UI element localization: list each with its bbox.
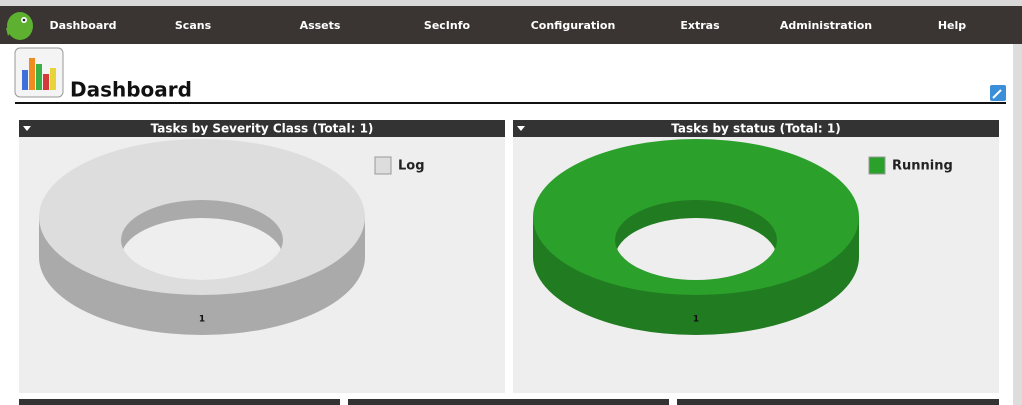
nav-item[interactable]: Help <box>938 19 966 32</box>
settings-icon[interactable] <box>990 85 1006 101</box>
dashboard-icon <box>14 47 64 98</box>
scrollbar[interactable] <box>1013 44 1022 405</box>
nav-item[interactable]: Assets <box>300 19 341 32</box>
panel-title: Tasks by Severity Class (Total: 1) <box>151 122 374 136</box>
data-label: 1 <box>199 315 205 325</box>
panel-header <box>677 399 999 405</box>
title-rule <box>15 102 1006 104</box>
collapse-toggle[interactable] <box>517 126 525 131</box>
data-label: 1 <box>693 315 699 325</box>
legend-swatch <box>374 156 392 175</box>
nav-item[interactable]: Dashboard <box>49 19 116 32</box>
panel-title: Tasks by status (Total: 1) <box>671 122 840 136</box>
legend-swatch <box>868 156 886 175</box>
legend-label: Log <box>398 159 425 174</box>
page-title: Dashboard <box>70 78 192 102</box>
nav-item[interactable]: Extras <box>680 19 720 32</box>
logo[interactable] <box>6 12 33 40</box>
collapse-toggle[interactable] <box>23 126 31 131</box>
nav-item[interactable]: Administration <box>780 19 872 32</box>
nav-item[interactable]: Configuration <box>531 19 616 32</box>
panel-header <box>19 399 340 405</box>
nav-item[interactable]: Scans <box>175 19 212 32</box>
legend-label: Running <box>892 159 953 174</box>
panel-header <box>348 399 669 405</box>
nav-item[interactable]: SecInfo <box>424 19 471 32</box>
nav-bar <box>0 0 1022 44</box>
browser-strip <box>0 0 1022 6</box>
panel-header <box>513 120 999 137</box>
panel-header <box>19 120 505 137</box>
